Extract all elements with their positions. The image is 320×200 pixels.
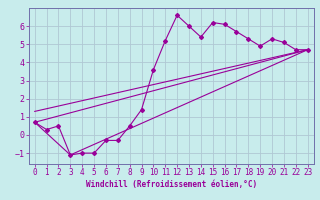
X-axis label: Windchill (Refroidissement éolien,°C): Windchill (Refroidissement éolien,°C) bbox=[86, 180, 257, 189]
